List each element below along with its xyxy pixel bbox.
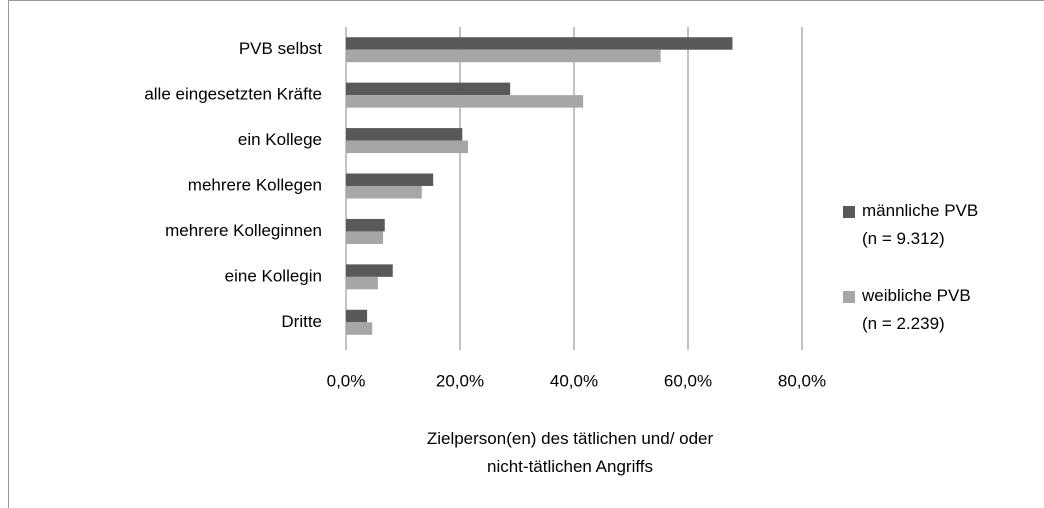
- bar: [346, 140, 468, 154]
- bar: [346, 82, 511, 96]
- legend-label: männliche PVB (n = 9.312): [862, 201, 979, 248]
- bar: [346, 95, 584, 108]
- y-tick-label: PVB selbst: [239, 39, 322, 58]
- bar: [346, 264, 393, 277]
- y-tick-label: eine Kollegin: [225, 266, 322, 285]
- x-tick-label: 60,0%: [664, 371, 712, 390]
- bar: [346, 276, 378, 290]
- bar: [346, 322, 373, 335]
- x-tick-label: 80,0%: [778, 371, 826, 390]
- y-tick-label: Dritte: [281, 312, 322, 331]
- y-tick-label: ein Kollege: [238, 130, 322, 149]
- bar: [346, 128, 463, 141]
- x-tick-label: 0,0%: [327, 371, 366, 390]
- legend-swatch: [843, 206, 855, 218]
- y-tick-label: mehrere Kolleginnen: [165, 221, 322, 240]
- bar: [346, 49, 661, 63]
- bar: [346, 186, 422, 199]
- bar: [346, 309, 368, 323]
- y-tick-label: alle eingesetzten Kräfte: [144, 85, 322, 104]
- bar: [346, 173, 434, 186]
- x-tick-label: 40,0%: [550, 371, 598, 390]
- legend-swatch: [843, 291, 855, 303]
- y-tick-label: mehrere Kollegen: [188, 175, 322, 194]
- bar: [346, 37, 733, 50]
- x-axis-label: Zielperson(en) des tätlichen und/ oder n…: [426, 429, 714, 476]
- legend-label: weibliche PVB (n = 2.239): [862, 286, 971, 333]
- x-tick-label: 20,0%: [436, 371, 484, 390]
- bar: [346, 231, 384, 244]
- bar: [346, 218, 385, 232]
- chart-frame: [8, 0, 1044, 508]
